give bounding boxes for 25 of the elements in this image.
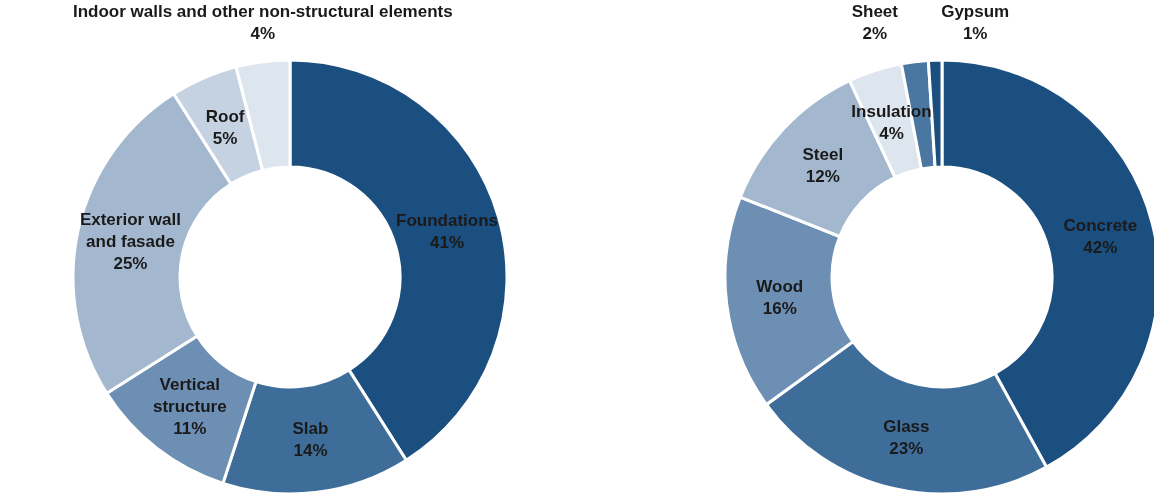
data-label: 41%	[429, 233, 465, 253]
slice-label: Glass	[883, 416, 930, 436]
data-label: 5%	[212, 128, 238, 148]
slice-label: Concrete	[1063, 216, 1138, 236]
data-label: 1%	[962, 24, 988, 43]
data-label: 11%	[173, 419, 207, 439]
slice-label: Gypsum	[941, 2, 1010, 21]
slice-label: Slab	[292, 419, 329, 439]
data-label: 14%	[293, 441, 328, 461]
slice-label: Roof	[205, 106, 245, 126]
data-label: 23%	[889, 438, 924, 458]
data-label: 42%	[1083, 238, 1118, 258]
data-label: 4%	[879, 123, 904, 143]
slice-label: Foundations	[396, 211, 498, 231]
slice-label: Sheet	[851, 2, 899, 21]
slice-label: Vertical structure	[152, 375, 227, 417]
slice-label: Indoor walls and other non-structural elements	[72, 2, 453, 21]
data-label: 4%	[250, 24, 276, 43]
data-label: 12%	[805, 167, 840, 187]
data-label: 2%	[862, 24, 888, 43]
data-label: 25%	[113, 254, 148, 274]
slice-label: Steel	[802, 145, 844, 165]
data-label: 16%	[762, 299, 797, 319]
slice-label: Wood	[756, 277, 804, 297]
slice-label: Exterior wall and fasade	[79, 210, 181, 252]
